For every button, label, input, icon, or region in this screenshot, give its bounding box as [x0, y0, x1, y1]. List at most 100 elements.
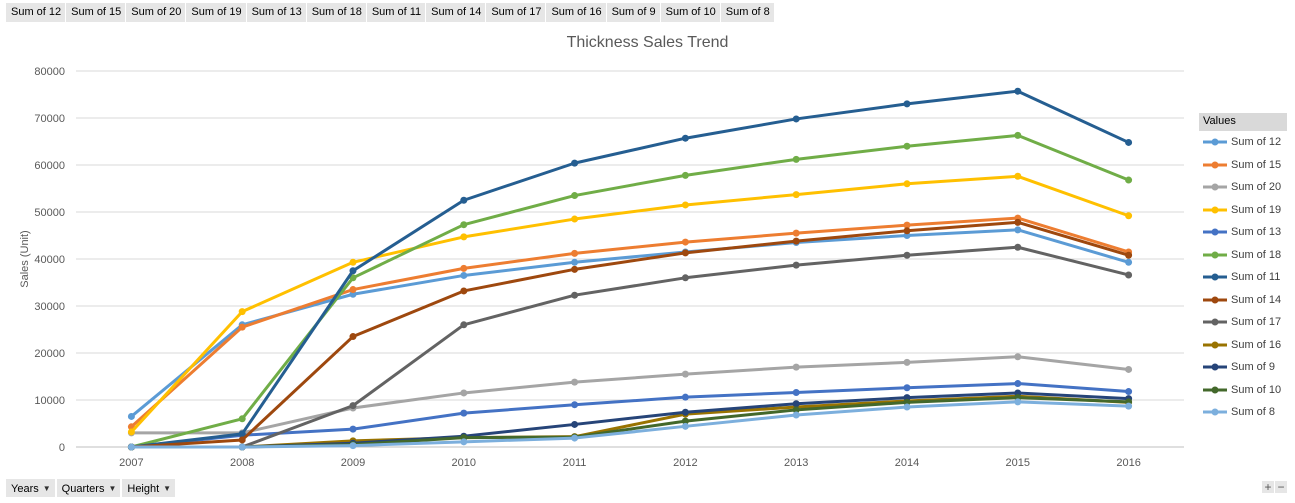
axis-field-button-quarters[interactable]: Quarters ▼	[56, 479, 121, 497]
axis-field-buttons: Years ▼ Quarters ▼ Height ▼	[6, 479, 177, 497]
axis-field-button-years[interactable]: Years ▼	[6, 479, 55, 497]
value-field-button[interactable]: Sum of 9	[606, 3, 661, 22]
zoom-out-button[interactable]: −	[1275, 481, 1287, 493]
x-tick-label: 2007	[119, 457, 143, 469]
series-sum-of-19	[127, 172, 1133, 436]
data-point	[349, 267, 357, 275]
y-tick-label: 30000	[34, 301, 65, 313]
value-field-button[interactable]: Sum of 19	[186, 3, 247, 22]
series-sum-of-14	[127, 218, 1133, 451]
data-point	[792, 400, 800, 408]
data-point	[903, 227, 911, 235]
data-point	[681, 201, 689, 209]
x-tick-label: 2016	[1116, 457, 1140, 469]
value-field-button[interactable]: Sum of 8	[720, 3, 775, 22]
value-field-button[interactable]: Sum of 11	[366, 3, 427, 22]
zoom-in-button[interactable]: +	[1262, 481, 1274, 493]
legend-label: Sum of 9	[1231, 361, 1276, 374]
data-point	[903, 358, 911, 366]
legend-item[interactable]: Sum of 20	[1199, 176, 1287, 199]
legend-item[interactable]: Sum of 12	[1199, 131, 1287, 154]
value-field-button[interactable]: Sum of 17	[486, 3, 547, 22]
data-point	[792, 191, 800, 199]
series-sum-of-8	[127, 398, 1133, 451]
legend-label: Sum of 17	[1231, 316, 1282, 329]
data-point	[571, 192, 579, 200]
legend-marker-icon	[1203, 363, 1227, 371]
data-point	[903, 251, 911, 259]
legend-label: Sum of 10	[1231, 383, 1282, 396]
y-tick-label: 20000	[34, 348, 65, 360]
legend-label: Sum of 8	[1231, 406, 1276, 419]
legend-label: Sum of 12	[1231, 136, 1282, 149]
legend-item[interactable]: Sum of 8	[1199, 401, 1287, 424]
data-point	[238, 323, 246, 331]
value-field-buttons: Sum of 12 Sum of 15 Sum of 20 Sum of 19 Sum …	[6, 3, 775, 22]
legend-marker-icon	[1203, 138, 1227, 146]
series-line	[131, 355, 1129, 435]
data-point	[792, 115, 800, 123]
value-field-button[interactable]: Sum of 14	[426, 3, 487, 22]
data-point	[1125, 138, 1133, 146]
data-point	[1125, 251, 1133, 259]
data-point	[571, 291, 579, 299]
legend-item[interactable]: Sum of 17	[1199, 311, 1287, 334]
data-point	[1014, 243, 1022, 251]
data-point	[1014, 353, 1022, 361]
value-field-button[interactable]: Sum of 16	[546, 3, 607, 22]
data-point	[349, 402, 357, 410]
legend-item[interactable]: Sum of 19	[1199, 199, 1287, 222]
legend-item[interactable]: Sum of 9	[1199, 356, 1287, 379]
value-field-button[interactable]: Sum of 10	[660, 3, 721, 22]
legend-marker-icon	[1203, 408, 1227, 416]
x-tick-label: 2012	[673, 457, 697, 469]
legend-title[interactable]: Values	[1199, 113, 1287, 131]
data-point	[1125, 388, 1133, 396]
legend-item[interactable]: Sum of 16	[1199, 334, 1287, 357]
series-sum-of-17	[127, 243, 1133, 451]
legend-items: Sum of 12 Sum of 15 Sum of 20 Sum of 19 Sum …	[1199, 131, 1287, 424]
data-point	[238, 430, 246, 438]
y-tick-label: 0	[59, 442, 65, 454]
data-point	[349, 425, 357, 433]
legend-item[interactable]: Sum of 18	[1199, 244, 1287, 267]
data-point	[681, 134, 689, 142]
data-point	[1014, 380, 1022, 388]
data-point	[460, 409, 468, 417]
value-field-button[interactable]: Sum of 12	[6, 3, 67, 22]
data-point	[681, 393, 689, 401]
value-field-button[interactable]: Sum of 13	[246, 3, 307, 22]
data-point	[127, 443, 135, 451]
series-line	[131, 133, 1130, 449]
data-point	[460, 321, 468, 329]
axis-field-button-height[interactable]: Height ▼	[122, 479, 176, 497]
data-point	[903, 384, 911, 392]
zoom-controls: + −	[1261, 481, 1287, 493]
value-field-button[interactable]: Sum of 18	[306, 3, 367, 22]
legend-item[interactable]: Sum of 13	[1199, 221, 1287, 244]
data-point	[681, 238, 689, 246]
legend-item[interactable]: Sum of 14	[1199, 289, 1287, 312]
value-field-button[interactable]: Sum of 15	[66, 3, 127, 22]
data-point	[460, 287, 468, 295]
data-point	[571, 159, 579, 167]
data-point	[1125, 212, 1133, 220]
data-point	[460, 233, 468, 241]
y-tick-label: 80000	[34, 66, 65, 78]
data-point	[349, 258, 357, 266]
legend-item[interactable]: Sum of 11	[1199, 266, 1287, 289]
legend-item[interactable]: Sum of 10	[1199, 379, 1287, 402]
data-point	[460, 196, 468, 204]
legend-item[interactable]: Sum of 15	[1199, 154, 1287, 177]
series-line	[131, 220, 1130, 449]
axis-field-label: Years	[11, 482, 39, 495]
data-point	[349, 274, 357, 282]
legend-marker-icon	[1203, 296, 1227, 304]
data-point	[681, 370, 689, 378]
dropdown-arrow-icon: ▼	[163, 484, 172, 493]
value-field-button[interactable]: Sum of 20	[126, 3, 187, 22]
legend-marker-icon	[1203, 228, 1227, 236]
legend-marker-icon	[1203, 183, 1227, 191]
data-point	[238, 436, 246, 444]
data-point	[1125, 271, 1133, 279]
